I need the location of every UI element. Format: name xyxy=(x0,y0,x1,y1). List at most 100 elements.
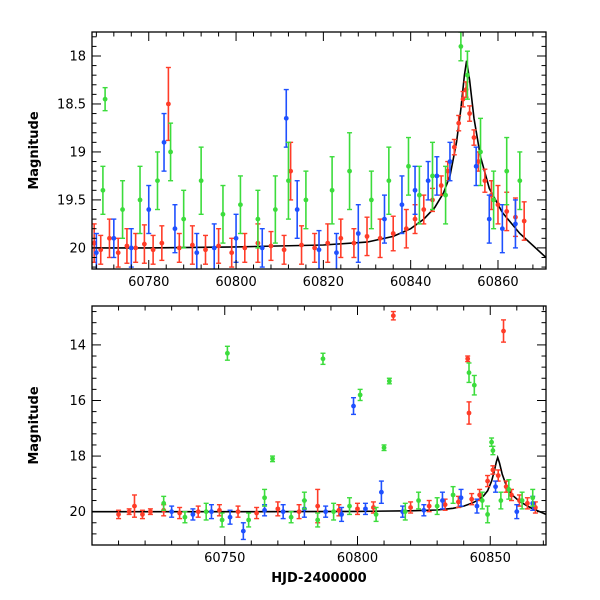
x-tick-label: 60860 xyxy=(477,275,518,290)
x-tick-label: 60850 xyxy=(470,551,511,566)
y-tick-label: 18.5 xyxy=(57,97,86,112)
data-point xyxy=(211,223,217,269)
data-point xyxy=(315,512,321,528)
data-point xyxy=(216,228,222,264)
data-point xyxy=(131,494,137,518)
series-2 xyxy=(161,345,536,528)
x-axis-label: HJD-2400000 xyxy=(271,571,366,586)
data-point xyxy=(416,165,422,225)
data-point xyxy=(181,189,187,249)
data-point xyxy=(464,50,470,100)
data-point xyxy=(426,499,432,513)
data-point xyxy=(471,374,477,396)
data-point xyxy=(262,488,268,507)
data-point xyxy=(521,201,527,241)
data-point xyxy=(354,502,360,516)
data-point xyxy=(338,218,344,259)
data-point xyxy=(471,129,477,146)
top-panel: 60780 60800 60820 60840 60860 18 18.5 19 19.5 20 M… xyxy=(27,31,547,290)
data-point xyxy=(116,509,122,520)
data-point xyxy=(405,136,411,196)
data-point xyxy=(219,512,225,528)
data-point xyxy=(147,508,153,516)
data-point xyxy=(159,225,165,262)
data-point xyxy=(272,175,278,244)
data-point xyxy=(439,491,445,510)
data-point xyxy=(490,465,496,475)
data-point xyxy=(357,388,363,402)
data-point xyxy=(242,232,248,263)
data-point xyxy=(224,345,230,361)
data-point xyxy=(235,505,241,518)
data-point xyxy=(347,132,353,211)
data-point xyxy=(469,492,475,506)
data-point xyxy=(255,189,261,249)
data-point xyxy=(501,319,507,343)
data-point xyxy=(194,232,200,269)
data-point xyxy=(467,105,473,122)
y-tick-label: 20 xyxy=(69,505,86,520)
data-point xyxy=(421,194,427,225)
data-point xyxy=(504,136,510,206)
data-point xyxy=(331,502,337,521)
plot-frame xyxy=(91,31,547,270)
data-point xyxy=(517,151,523,211)
data-point xyxy=(323,505,329,518)
data-point xyxy=(378,480,384,505)
data-point xyxy=(216,504,222,517)
data-point xyxy=(315,488,321,524)
y-tick-label: 16 xyxy=(69,394,86,409)
data-point xyxy=(482,168,488,193)
data-point xyxy=(403,208,409,249)
data-point xyxy=(458,488,464,507)
x-tick-label: 60840 xyxy=(390,275,431,290)
data-point xyxy=(474,498,480,514)
data-point xyxy=(495,184,501,225)
data-point xyxy=(498,491,504,510)
data-point xyxy=(259,228,265,268)
data-point xyxy=(198,146,204,216)
data-point xyxy=(182,510,188,524)
data-point xyxy=(154,151,160,211)
data-point xyxy=(133,232,139,263)
data-point xyxy=(141,224,147,264)
data-point xyxy=(294,180,300,239)
data-point xyxy=(98,234,104,265)
data-point xyxy=(139,509,145,520)
data-point xyxy=(451,138,457,156)
data-point xyxy=(190,508,196,521)
data-point xyxy=(368,170,374,230)
data-point xyxy=(106,218,112,259)
plot-frame xyxy=(91,305,547,546)
data-point xyxy=(386,146,392,216)
data-point xyxy=(478,117,484,187)
y-tick-label: 18 xyxy=(69,49,86,64)
data-point xyxy=(233,213,239,263)
data-point xyxy=(161,112,167,172)
data-point xyxy=(146,184,152,235)
data-point xyxy=(466,362,472,384)
data-point xyxy=(229,237,235,268)
data-point xyxy=(285,141,291,220)
data-point xyxy=(519,491,525,510)
data-point xyxy=(203,502,209,521)
data-point xyxy=(301,491,307,510)
data-point xyxy=(296,504,302,520)
data-point xyxy=(381,194,387,244)
data-point xyxy=(169,505,175,518)
data-point xyxy=(111,218,117,259)
data-point xyxy=(100,165,106,216)
data-point xyxy=(524,497,530,510)
data-point xyxy=(355,204,361,263)
data-point xyxy=(351,228,357,259)
data-point xyxy=(495,469,501,482)
data-point xyxy=(280,504,286,520)
data-point xyxy=(425,160,431,201)
y-tick-label: 18 xyxy=(69,450,86,465)
data-point xyxy=(303,170,309,230)
y-tick-label: 19 xyxy=(69,145,86,160)
data-point xyxy=(434,497,440,516)
x-tick-label: 60800 xyxy=(215,275,256,290)
data-point xyxy=(485,505,491,524)
data-point xyxy=(333,232,339,269)
